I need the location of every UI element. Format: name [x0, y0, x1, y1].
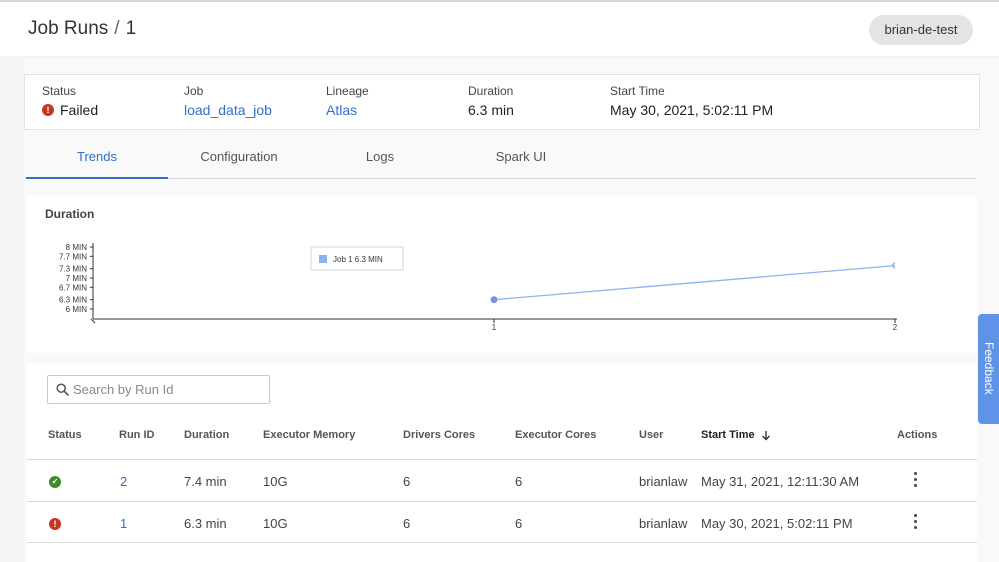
- executor-cores-cell: 6: [515, 474, 523, 489]
- chart-title: Duration: [45, 207, 95, 221]
- tooltip-swatch: [319, 255, 327, 263]
- start-time-value: May 30, 2021, 5:02:11 PM: [610, 102, 774, 118]
- start-time-label: Start Time: [610, 84, 665, 98]
- page-header: Job Runs/1 brian-de-test: [0, 2, 999, 56]
- column-header-status: Status: [48, 429, 82, 441]
- status-label: Status: [42, 84, 77, 98]
- search-box[interactable]: [47, 375, 270, 404]
- page-title: Job Runs/1: [28, 18, 136, 40]
- run-id-link[interactable]: 2: [120, 474, 128, 489]
- y-tick-label: 6.3 MIN: [59, 296, 87, 305]
- summary-duration: Duration 6.3 min: [468, 84, 514, 118]
- status-text: Failed: [60, 102, 99, 118]
- start-time-header-label: Start Time: [701, 429, 755, 441]
- search-icon: [56, 383, 69, 396]
- executor-cores-cell: 6: [515, 516, 523, 531]
- run-id-link[interactable]: 1: [120, 516, 128, 531]
- column-header-drivers-cores[interactable]: Drivers Cores: [403, 429, 476, 441]
- error-icon: !: [49, 518, 61, 530]
- top-border: [0, 0, 999, 2]
- status-value: ! Failed: [42, 102, 98, 118]
- tab-logs[interactable]: Logs: [365, 149, 395, 164]
- column-header-run-id[interactable]: Run ID: [119, 429, 155, 441]
- summary-status: Status ! Failed: [42, 84, 98, 118]
- y-tick-label: 7.7 MIN: [59, 252, 87, 261]
- table-row: ✔ 2 7.4 min 10G 6 6 brianlaw May 31, 202…: [27, 459, 977, 501]
- start-time-cell: May 30, 2021, 5:02:11 PM: [701, 516, 853, 531]
- more-actions-icon[interactable]: [911, 514, 919, 532]
- data-point: [490, 296, 498, 304]
- executor-memory-cell: 10G: [263, 474, 288, 489]
- success-icon: ✔: [49, 476, 61, 488]
- profile-chip[interactable]: brian-de-test: [869, 15, 973, 45]
- chart-tooltip: [310, 246, 404, 271]
- y-tick-label: 7 MIN: [66, 274, 88, 283]
- lineage-label: Lineage: [326, 84, 369, 98]
- data-point-marker: [891, 262, 896, 270]
- tab-configuration[interactable]: Configuration: [200, 149, 278, 164]
- lineage-link[interactable]: Atlas: [326, 102, 358, 118]
- run-summary: Status ! Failed Job load_data_job Lineage…: [24, 74, 980, 130]
- executor-memory-cell: 10G: [263, 516, 288, 531]
- duration-label: Duration: [468, 84, 514, 98]
- runs-table-card: Status Run ID Duration Executor Memory D…: [27, 364, 977, 562]
- tooltip-text: Job 1 6.3 MIN: [333, 255, 383, 264]
- breadcrumb-run-number: 1: [125, 18, 137, 39]
- feedback-label: Feedback: [982, 342, 996, 395]
- breadcrumb-separator: /: [114, 18, 120, 39]
- start-time-cell: May 31, 2021, 12:11:30 AM: [701, 474, 860, 489]
- feedback-tab[interactable]: Feedback: [978, 314, 999, 424]
- x-tick-label: 2: [893, 323, 898, 332]
- column-header-actions: Actions: [897, 429, 938, 441]
- arrow-down-icon: [761, 430, 770, 440]
- user-cell: brianlaw: [639, 516, 688, 531]
- y-tick-label: 8 MIN: [66, 243, 88, 252]
- duration-chart-card: Duration 6 MIN 6.3 MIN 6.7 MIN 7 MIN 7.3 MIN…: [27, 197, 977, 353]
- run-detail-panel: Status ! Failed Job load_data_job Lineage…: [24, 58, 999, 562]
- column-header-executor-cores[interactable]: Executor Cores: [515, 429, 597, 441]
- column-header-executor-memory[interactable]: Executor Memory: [263, 429, 356, 441]
- y-tick-label: 6 MIN: [66, 305, 88, 314]
- series-line: [493, 264, 896, 301]
- error-icon: !: [42, 104, 54, 116]
- column-header-start-time[interactable]: Start Time: [701, 429, 771, 441]
- duration-value: 6.3 min: [468, 102, 514, 118]
- y-tick-label: 6.7 MIN: [59, 283, 87, 292]
- more-actions-icon[interactable]: [911, 472, 919, 490]
- tab-trends[interactable]: Trends: [26, 140, 168, 179]
- drivers-cores-cell: 6: [403, 516, 411, 531]
- summary-lineage: Lineage Atlas: [326, 84, 369, 118]
- duration-cell: 6.3 min: [184, 516, 227, 531]
- job-label: Job: [184, 84, 204, 98]
- summary-job: Job load_data_job: [184, 84, 272, 118]
- column-header-duration[interactable]: Duration: [184, 429, 230, 441]
- origin-tick: [90, 318, 96, 324]
- x-tick-label: 1: [492, 323, 497, 332]
- tab-spark-ui[interactable]: Spark UI: [495, 149, 547, 164]
- breadcrumb-job-runs[interactable]: Job Runs: [28, 18, 109, 39]
- column-header-user[interactable]: User: [639, 429, 664, 441]
- y-tick-label: 7.3 MIN: [59, 265, 87, 274]
- search-input[interactable]: [73, 382, 263, 397]
- summary-start-time: Start Time May 30, 2021, 5:02:11 PM: [610, 84, 773, 118]
- duration-cell: 7.4 min: [184, 474, 227, 489]
- drivers-cores-cell: 6: [403, 474, 411, 489]
- job-link[interactable]: load_data_job: [184, 102, 272, 118]
- user-cell: brianlaw: [639, 474, 688, 489]
- tab-bar: Trends Configuration Logs Spark UI: [26, 140, 977, 179]
- table-row: ! 1 6.3 min 10G 6 6 brianlaw May 30, 202…: [27, 501, 977, 543]
